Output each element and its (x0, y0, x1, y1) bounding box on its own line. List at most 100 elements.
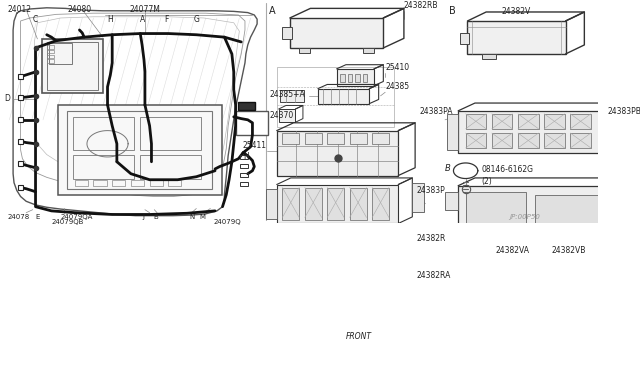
Bar (518, 133, 538, 148)
Bar (458, 186, 612, 234)
Text: 08146-6162G: 08146-6162G (481, 165, 534, 174)
Bar (18, 161, 24, 166)
Text: 24080: 24080 (67, 5, 92, 14)
Bar (276, 131, 398, 176)
Bar (466, 114, 486, 129)
Bar (412, 231, 422, 243)
Text: D: D (4, 94, 10, 103)
Text: 24079Q: 24079Q (213, 219, 241, 225)
Text: B: B (449, 6, 456, 16)
Bar (49, 43, 72, 64)
Bar (460, 33, 469, 44)
Text: 24382RA: 24382RA (417, 271, 451, 280)
Bar (276, 185, 398, 224)
Bar (349, 187, 367, 221)
Bar (276, 67, 394, 127)
Bar (337, 69, 374, 86)
Bar (42, 39, 103, 93)
Bar (282, 27, 292, 39)
Text: A: A (269, 6, 276, 16)
Bar (327, 133, 344, 144)
Bar (492, 114, 513, 129)
Text: A: A (140, 15, 145, 24)
Text: 24383PA: 24383PA (420, 107, 454, 116)
Bar (47, 42, 98, 90)
Bar (363, 74, 367, 82)
Text: 24382VB: 24382VB (552, 246, 586, 255)
Text: M: M (199, 214, 205, 220)
Bar (73, 117, 134, 150)
Bar (318, 89, 369, 104)
Bar (611, 204, 623, 211)
Bar (240, 173, 248, 177)
Bar (327, 187, 344, 221)
Bar (47, 45, 54, 48)
Bar (140, 117, 201, 150)
Text: 24382RB: 24382RB (404, 1, 438, 10)
Bar (47, 50, 54, 53)
Bar (290, 18, 383, 48)
Bar (18, 74, 24, 79)
Bar (535, 195, 600, 225)
Bar (372, 187, 389, 221)
Bar (340, 236, 363, 258)
Bar (348, 74, 353, 82)
Bar (269, 276, 410, 318)
Text: 24079QA: 24079QA (61, 214, 93, 220)
Bar (340, 74, 345, 82)
Bar (570, 114, 591, 129)
Bar (355, 74, 360, 82)
Bar (349, 133, 367, 144)
Text: B: B (445, 164, 451, 173)
Bar (18, 185, 24, 190)
Bar (47, 55, 54, 58)
Bar (363, 48, 374, 53)
Bar (467, 21, 566, 54)
Bar (445, 192, 458, 210)
Bar (284, 236, 307, 258)
Bar (252, 285, 269, 299)
Bar (570, 133, 591, 148)
Bar (492, 133, 513, 148)
Text: 24385+A: 24385+A (269, 90, 305, 99)
Bar (412, 183, 424, 212)
Text: 24012: 24012 (8, 5, 31, 14)
Bar (518, 114, 538, 129)
Text: G: G (193, 15, 199, 24)
Text: 24382V: 24382V (502, 7, 531, 16)
Bar (140, 154, 201, 179)
Text: (2): (2) (481, 177, 492, 186)
Text: 24382VA: 24382VA (495, 246, 529, 255)
Bar (73, 154, 134, 179)
Bar (447, 114, 458, 150)
Bar (466, 133, 486, 148)
Text: 24078: 24078 (8, 214, 29, 220)
Text: 24385: 24385 (385, 82, 410, 91)
Bar (93, 180, 107, 186)
Bar (369, 236, 391, 258)
Text: N: N (243, 153, 249, 161)
Bar (305, 133, 322, 144)
Bar (112, 180, 125, 186)
Bar (150, 180, 163, 186)
Bar (312, 236, 335, 258)
Bar (266, 189, 276, 219)
Text: 24383PB: 24383PB (608, 107, 640, 116)
Bar (458, 111, 603, 153)
Bar (544, 133, 564, 148)
Bar (276, 231, 398, 264)
Bar (67, 111, 212, 189)
Text: JP:00P50: JP:00P50 (509, 215, 540, 221)
Text: 24370: 24370 (269, 111, 294, 120)
Text: 24077M: 24077M (129, 5, 160, 14)
Bar (240, 154, 248, 159)
Text: F: F (164, 15, 168, 24)
Bar (278, 109, 296, 122)
Bar (299, 48, 310, 53)
Text: H: H (108, 15, 113, 24)
Bar (58, 105, 221, 195)
Bar (18, 118, 24, 122)
Text: 25410: 25410 (385, 63, 410, 72)
Text: 25411: 25411 (243, 141, 266, 150)
Bar (75, 180, 88, 186)
